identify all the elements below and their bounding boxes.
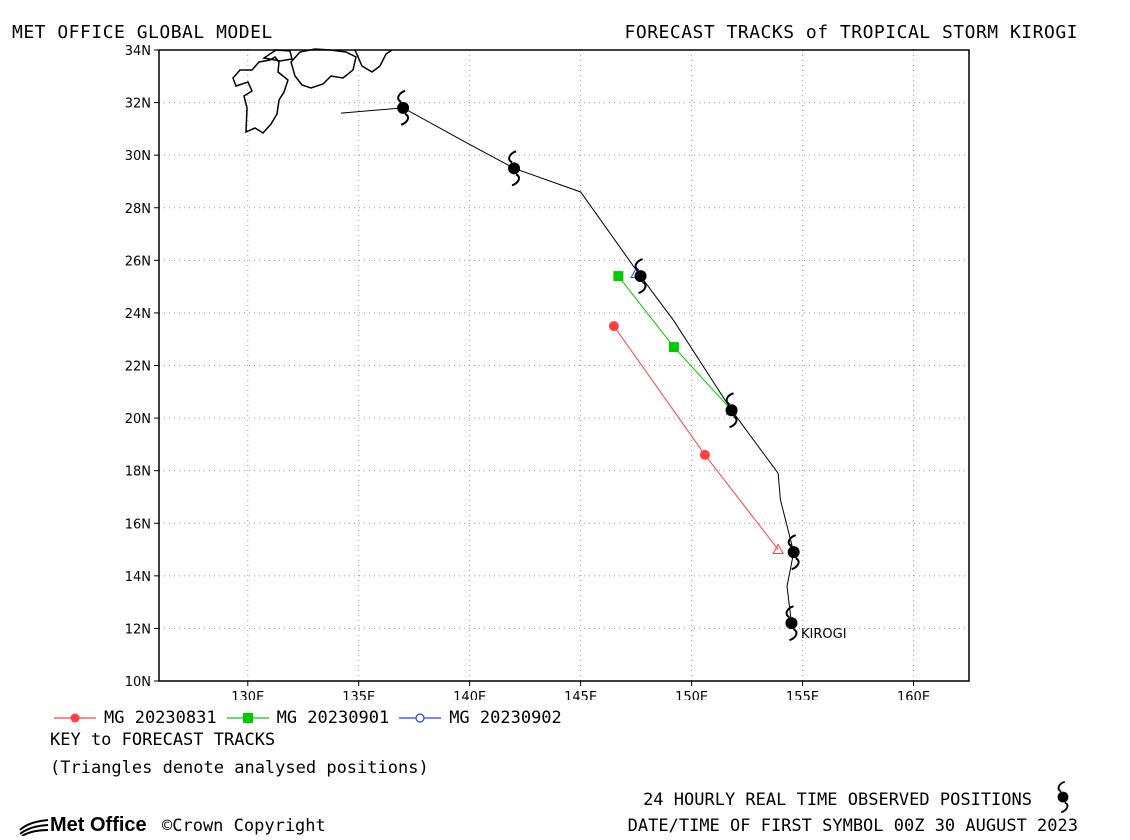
coastline-honshu-e bbox=[354, 49, 393, 73]
axes: 130E 135E 140E 145E 150E 155E 160E 10N 12N 14N 16N… bbox=[125, 44, 930, 700]
observed-storm-symbol bbox=[725, 392, 738, 429]
track-markers bbox=[397, 89, 800, 642]
legend-label: MG 20230902 bbox=[449, 708, 562, 728]
first-symbol-datetime: DATE/TIME OF FIRST SYMBOL 00Z 30 AUGUST … bbox=[627, 816, 1078, 836]
legend-label: MG 20230901 bbox=[276, 708, 390, 728]
forecast-point bbox=[613, 271, 624, 282]
tick-label-y: 16N bbox=[125, 517, 151, 532]
tick-label-x: 150E bbox=[675, 690, 708, 700]
tick-label-x: 145E bbox=[564, 690, 597, 700]
tick-label-y: 30N bbox=[125, 149, 151, 164]
legend-item-mg-20230901: MG 20230901 bbox=[226, 708, 390, 728]
tick-label-x: 135E bbox=[342, 690, 375, 700]
map-frame bbox=[158, 49, 970, 682]
tick-label-y: 12N bbox=[125, 622, 151, 637]
tick-label-x: 160E bbox=[897, 690, 930, 700]
header-forecast-title: FORECAST TRACKS of TROPICAL STORM KIROGI bbox=[624, 22, 1078, 43]
track-lines bbox=[340, 107, 795, 624]
storm-name-label: KIROGI bbox=[801, 627, 847, 642]
legend-swatch-red bbox=[54, 713, 96, 723]
legend-item-mg-20230902: MG 20230902 bbox=[399, 708, 562, 728]
legend: MG 20230831 MG 20230901 MG 20230902 bbox=[54, 708, 572, 728]
met-office-logo-icon bbox=[19, 818, 49, 836]
storm-symbol-glyph bbox=[1057, 780, 1069, 814]
coastline-shikoku bbox=[290, 48, 357, 89]
legend-item-mg-20230831: MG 20230831 bbox=[54, 708, 217, 728]
forecast-track-line bbox=[613, 325, 779, 550]
forecast-point bbox=[668, 342, 679, 353]
forecast-track-map: 130E 135E 140E 145E 150E 155E 160E 10N 12N 14N 16N… bbox=[125, 44, 970, 700]
coastline bbox=[232, 48, 393, 134]
tick-label-y: 20N bbox=[125, 412, 151, 427]
observed-storm-symbol bbox=[508, 150, 521, 187]
tick-label-y: 18N bbox=[125, 465, 151, 480]
tick-label-x: 140E bbox=[453, 690, 486, 700]
tick-label-y: 28N bbox=[125, 202, 151, 217]
met-office-logo-text: Met Office bbox=[50, 814, 147, 836]
tick-label-y: 14N bbox=[125, 570, 151, 585]
observed-storm-symbol bbox=[634, 258, 647, 295]
observed-positions-note: 24 HOURLY REAL TIME OBSERVED POSITIONS bbox=[643, 790, 1032, 810]
coastline-honshu-w bbox=[262, 49, 293, 62]
tick-label-x: 155E bbox=[786, 690, 819, 700]
forecast-point bbox=[608, 321, 619, 332]
tick-label-y: 34N bbox=[125, 44, 151, 59]
tick-label-y: 26N bbox=[125, 254, 151, 269]
tick-label-y: 22N bbox=[125, 360, 151, 375]
observed-track-line bbox=[340, 107, 795, 624]
forecast-point bbox=[699, 449, 710, 460]
analysed-position-triangle bbox=[772, 543, 785, 555]
key-title: KEY to FORECAST TRACKS bbox=[50, 730, 276, 750]
legend-swatch-blue bbox=[399, 713, 442, 723]
storm-symbol-icon bbox=[1057, 780, 1069, 814]
tick-label-y: 24N bbox=[125, 307, 151, 322]
tick-label-y: 32N bbox=[125, 97, 151, 112]
observed-storm-symbol bbox=[785, 605, 798, 642]
tick-label-x: 130E bbox=[231, 690, 264, 700]
legend-swatch-green bbox=[226, 713, 269, 723]
grid-lines bbox=[159, 49, 969, 682]
header-model-title: MET OFFICE GLOBAL MODEL bbox=[12, 22, 273, 43]
met-office-logo: Met Office bbox=[18, 814, 147, 837]
copyright-notice: ©Crown Copyright bbox=[162, 816, 326, 836]
legend-label: MG 20230831 bbox=[104, 708, 217, 728]
observed-storm-symbol bbox=[787, 534, 800, 571]
key-note: (Triangles denote analysed positions) bbox=[50, 758, 429, 778]
observed-storm-symbol bbox=[397, 89, 410, 126]
tick-label-y: 10N bbox=[125, 675, 151, 690]
coastline-kyushu bbox=[232, 56, 289, 134]
